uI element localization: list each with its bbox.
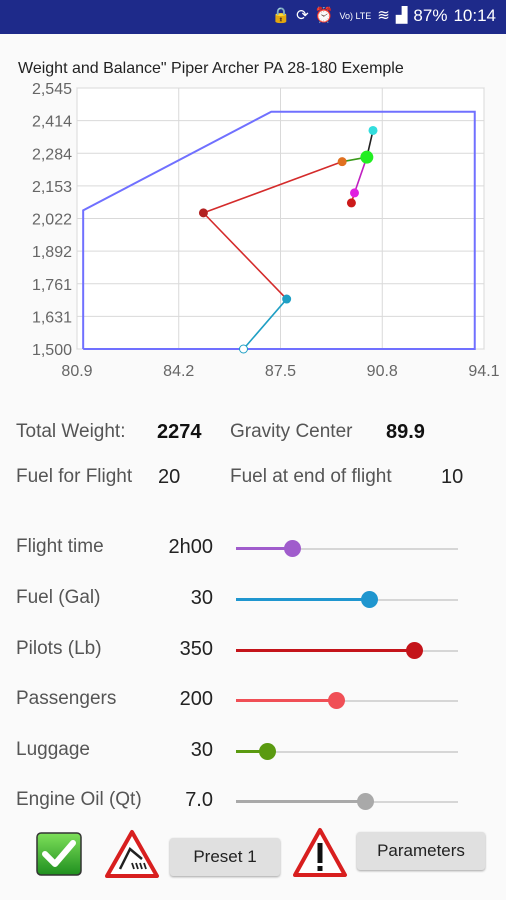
- general-warning-button[interactable]: [292, 827, 348, 879]
- runway-warning-button[interactable]: [104, 829, 160, 879]
- x-tick-label: 80.9: [61, 363, 92, 380]
- volte-icon: Vo) LTE: [339, 11, 372, 21]
- y-tick-label: 2,284: [32, 146, 72, 163]
- slider[interactable]: [236, 787, 458, 817]
- slider-thumb[interactable]: [327, 692, 345, 709]
- slider-label: Pilots (Lb): [16, 638, 102, 659]
- wifi-icon: ≋: [377, 7, 390, 24]
- data-point: [346, 198, 356, 208]
- slider-fill: [236, 547, 292, 550]
- slider-label: Flight time: [16, 536, 104, 557]
- fuel-end-value: 10: [441, 466, 464, 488]
- data-point: [368, 125, 378, 135]
- gravity-center-label: Gravity Center: [230, 421, 353, 442]
- y-tick-label: 1,892: [32, 244, 72, 261]
- runway-warning-icon: [105, 830, 159, 878]
- slider-fill: [236, 750, 268, 753]
- cg-envelope: [82, 110, 476, 350]
- slider-fill: [236, 800, 365, 803]
- slider-label: Engine Oil (Qt): [16, 789, 142, 810]
- total-weight-value: 2274: [157, 421, 202, 443]
- check-icon: [36, 832, 82, 876]
- slider[interactable]: [236, 534, 458, 564]
- total-weight-label: Total Weight:: [16, 421, 126, 442]
- fuel-end-label: Fuel at end of flight: [230, 466, 392, 487]
- slider-value: 200: [179, 688, 213, 710]
- weight-balance-chart: Weight and Balance" Piper Archer PA 28-1…: [0, 52, 506, 392]
- y-tick-label: 1,761: [32, 277, 72, 294]
- chart-title: Weight and Balance" Piper Archer PA 28-1…: [18, 60, 404, 77]
- slider-thumb[interactable]: [259, 743, 277, 760]
- slider-fill: [236, 649, 414, 652]
- slider-label: Luggage: [16, 739, 90, 760]
- x-tick-label: 94.1: [468, 363, 499, 380]
- slider-fill: [236, 598, 370, 601]
- data-point: [239, 344, 248, 354]
- slider-thumb[interactable]: [356, 793, 374, 810]
- series-line: [202, 212, 288, 300]
- slider[interactable]: [236, 737, 458, 767]
- x-tick-label: 90.8: [367, 363, 398, 380]
- slider-value: 30: [190, 739, 213, 761]
- x-tick-label: 87.5: [265, 363, 296, 380]
- fuel-flight-label: Fuel for Flight: [16, 466, 133, 487]
- data-point: [337, 157, 347, 167]
- slider-track[interactable]: [236, 548, 458, 550]
- status-icons: 🔒 ⟳ ⏰ Vo) LTE ≋ ▟ 87% 10:14: [271, 6, 496, 26]
- series-line: [203, 160, 343, 214]
- data-point: [198, 208, 208, 218]
- y-tick-label: 2,545: [32, 81, 72, 98]
- slider[interactable]: [236, 686, 458, 716]
- slider[interactable]: [236, 636, 458, 666]
- slider-thumb[interactable]: [283, 540, 301, 557]
- signal-icon: ▟: [395, 7, 408, 24]
- slider-fill: [236, 699, 336, 702]
- series-line: [242, 298, 288, 350]
- slider-track[interactable]: [236, 700, 458, 702]
- x-tick-label: 84.2: [163, 363, 194, 380]
- slider-value: 350: [179, 638, 213, 660]
- data-point: [282, 294, 292, 304]
- slider-value: 2h00: [168, 536, 214, 558]
- slider-value: 30: [190, 587, 213, 609]
- slider-track[interactable]: [236, 751, 458, 753]
- confirm-check-button[interactable]: [36, 832, 82, 876]
- slider-value: 7.0: [185, 789, 213, 811]
- data-point: [360, 150, 374, 164]
- y-tick-label: 2,414: [32, 114, 72, 131]
- sync-icon: ⟳: [296, 7, 309, 24]
- y-tick-label: 2,022: [32, 212, 72, 229]
- y-tick-label: 1,500: [32, 342, 72, 359]
- alarm-icon: ⏰: [314, 7, 334, 24]
- slider[interactable]: [236, 585, 458, 615]
- slider-label: Fuel (Gal): [16, 587, 101, 608]
- status-bar: 🔒 ⟳ ⏰ Vo) LTE ≋ ▟ 87% 10:14: [0, 0, 506, 34]
- warning-icon: [293, 828, 347, 877]
- parameters-button[interactable]: Parameters: [357, 832, 485, 870]
- clock: 10:14: [453, 6, 496, 25]
- y-tick-label: 2,153: [32, 179, 72, 196]
- preset-button[interactable]: Preset 1: [170, 838, 280, 876]
- slider-label: Passengers: [16, 688, 117, 709]
- chart-plot: 80.9 84.2 87.5 90.8 94.1 1,500 1,631 1,761 1,892…: [32, 81, 500, 380]
- y-tick-label: 1,631: [32, 309, 72, 326]
- gravity-center-value: 89.9: [386, 421, 425, 443]
- battery-level: 87%: [413, 6, 448, 25]
- slider-thumb[interactable]: [361, 591, 379, 608]
- fuel-flight-value: 20: [158, 466, 181, 488]
- lock-icon: 🔒: [271, 7, 291, 24]
- slider-thumb[interactable]: [405, 642, 423, 659]
- data-point: [350, 188, 359, 198]
